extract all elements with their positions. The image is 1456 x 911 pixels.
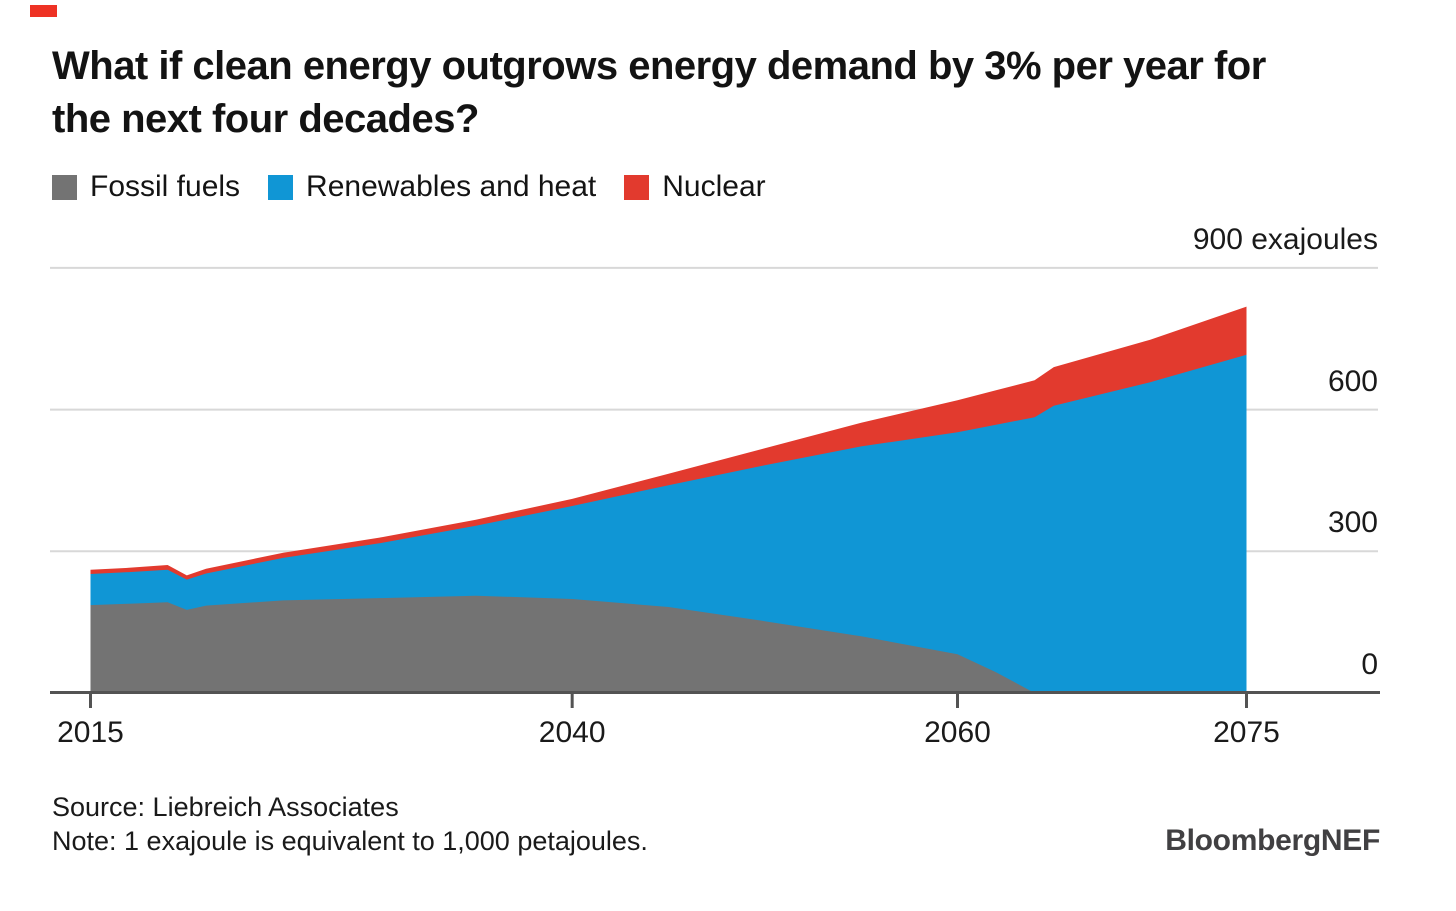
- legend-swatch-fossil-fuels-icon: [52, 174, 77, 200]
- legend-item-nuclear: Nuclear: [624, 170, 766, 204]
- legend-item-renewables: Renewables and heat: [268, 170, 596, 204]
- legend-label-nuclear: Nuclear: [662, 170, 766, 203]
- legend-label-fossil-fuels: Fossil fuels: [90, 170, 241, 203]
- y-axis-unit-label: 900 exajoules: [1192, 222, 1378, 256]
- chart-title-line2: the next four decades?: [52, 97, 479, 141]
- legend-swatch-nuclear-icon: [624, 174, 650, 200]
- x-axis-label-2015: 2015: [57, 716, 124, 749]
- bloombergnef-logo: BloombergNEF: [1165, 824, 1380, 857]
- footer-notes: Source: Liebreich Associates Note: 1 exa…: [52, 790, 648, 858]
- y-axis-label-600: 600: [1327, 364, 1378, 398]
- chart-title: What if clean energy outgrows energy dem…: [52, 40, 1402, 146]
- note-text: Note: 1 exajoule is equivalent to 1,000 …: [52, 826, 648, 856]
- x-axis-label-2060: 2060: [924, 716, 991, 749]
- y-axis-label-300: 300: [1327, 506, 1378, 540]
- chart-legend: Fossil fuels Renewables and heat Nuclear: [52, 170, 766, 204]
- brand-mark: [30, 5, 57, 17]
- chart-title-line1: What if clean energy outgrows energy dem…: [52, 44, 1266, 88]
- legend-swatch-renewables-icon: [268, 174, 294, 200]
- x-axis-label-2040: 2040: [538, 716, 606, 749]
- legend-label-renewables: Renewables and heat: [306, 170, 597, 203]
- x-axis-label-2075: 2075: [1213, 716, 1280, 749]
- legend-item-fossil-fuels: Fossil fuels: [52, 170, 240, 204]
- area-fossil-fuels: [90, 595, 1247, 693]
- source-text: Source: Liebreich Associates: [52, 792, 399, 822]
- y-axis-label-0: 0: [1361, 648, 1378, 681]
